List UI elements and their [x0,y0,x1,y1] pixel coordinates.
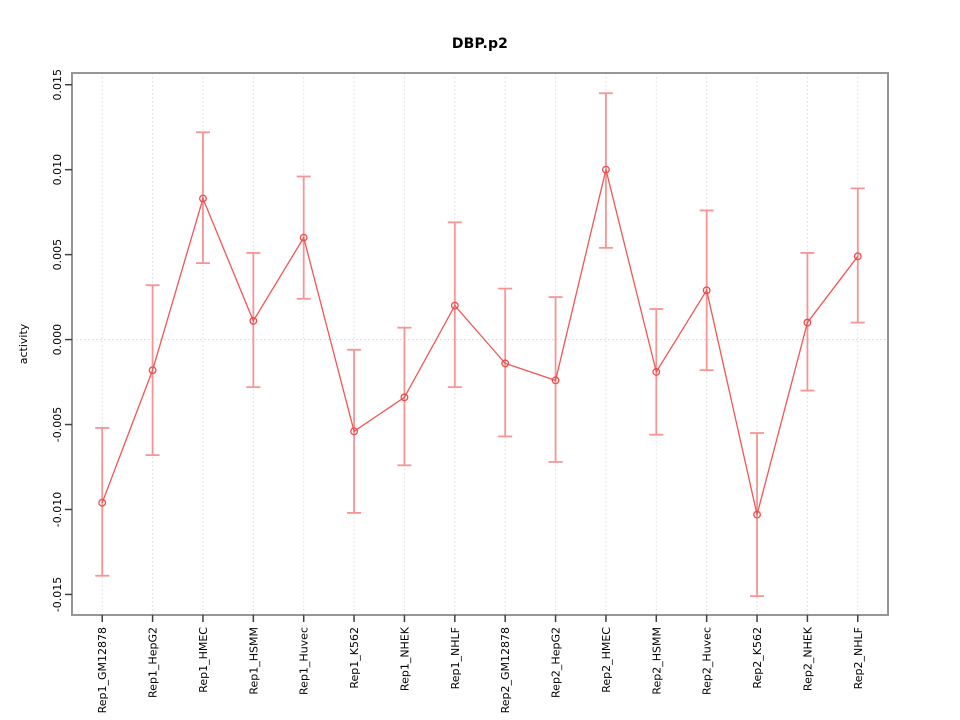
y-tick-label: -0.005 [51,407,64,442]
y-tick-label: -0.010 [51,492,64,527]
x-tick-label-rep1_hsmm: Rep1_HSMM [247,627,260,695]
x-tick-label-rep2_k562: Rep2_K562 [751,627,764,689]
data-point-rep2_hsmm [652,367,661,376]
data-point-rep1_hepg2 [148,366,157,375]
data-point-rep1_k562 [350,427,359,436]
data-point-rep1_hsmm [249,316,258,325]
y-tick-label: 0.015 [51,69,64,101]
x-tick-label-rep2_gm12878: Rep2_GM12878 [499,627,512,713]
x-tick-label-rep1_huvec: Rep1_Huvec [298,627,311,695]
x-tick-label-rep2_nhek: Rep2_NHEK [801,626,814,691]
data-point-rep1_huvec [299,233,308,242]
x-tick-label-rep1_nhek: Rep1_NHEK [398,626,411,691]
data-point-rep1_gm12878 [98,498,107,507]
x-tick-label-rep1_hepg2: Rep1_HepG2 [147,627,160,698]
x-tick-label-rep1_gm12878: Rep1_GM12878 [96,627,109,713]
x-tick-label-rep1_hmec: Rep1_HMEC [197,627,210,693]
data-point-rep2_hepg2 [551,376,560,385]
data-point-rep1_nhek [400,393,409,402]
x-tick-label-rep1_nhlf: Rep1_NHLF [449,627,462,689]
data-point-rep2_k562 [753,510,761,519]
x-tick-label-rep2_hsmm: Rep2_HSMM [650,627,663,695]
x-tick-label-rep2_hmec: Rep2_HMEC [600,627,613,693]
data-point-rep2_nhek [803,318,812,327]
y-axis-label: activity [17,323,30,364]
plot-border-box [71,72,889,616]
y-tick-label: 0.010 [51,154,64,186]
x-tick-label-rep2_hepg2: Rep2_HepG2 [550,627,563,698]
x-tick-label-rep2_nhlf: Rep2_NHLF [852,627,865,689]
data-point-rep2_gm12878 [501,359,510,368]
data-point-rep2_nhlf [853,252,862,261]
chart-title: DBP.p2 [451,36,509,52]
data-series-line [101,169,859,515]
x-tick-label-rep1_k562: Rep1_K562 [348,627,361,689]
y-tick-label: -0.015 [51,577,64,612]
y-tick-label: 0.005 [51,239,64,270]
y-tick-label: 0.000 [51,324,64,356]
data-point-rep2_hmec [601,165,610,174]
data-point-rep1_hmec [199,194,207,203]
data-point-rep1_nhlf [450,301,459,310]
x-tick-label-rep2_huvec: Rep2_Huvec [701,627,714,695]
data-point-rep2_huvec [702,286,711,295]
